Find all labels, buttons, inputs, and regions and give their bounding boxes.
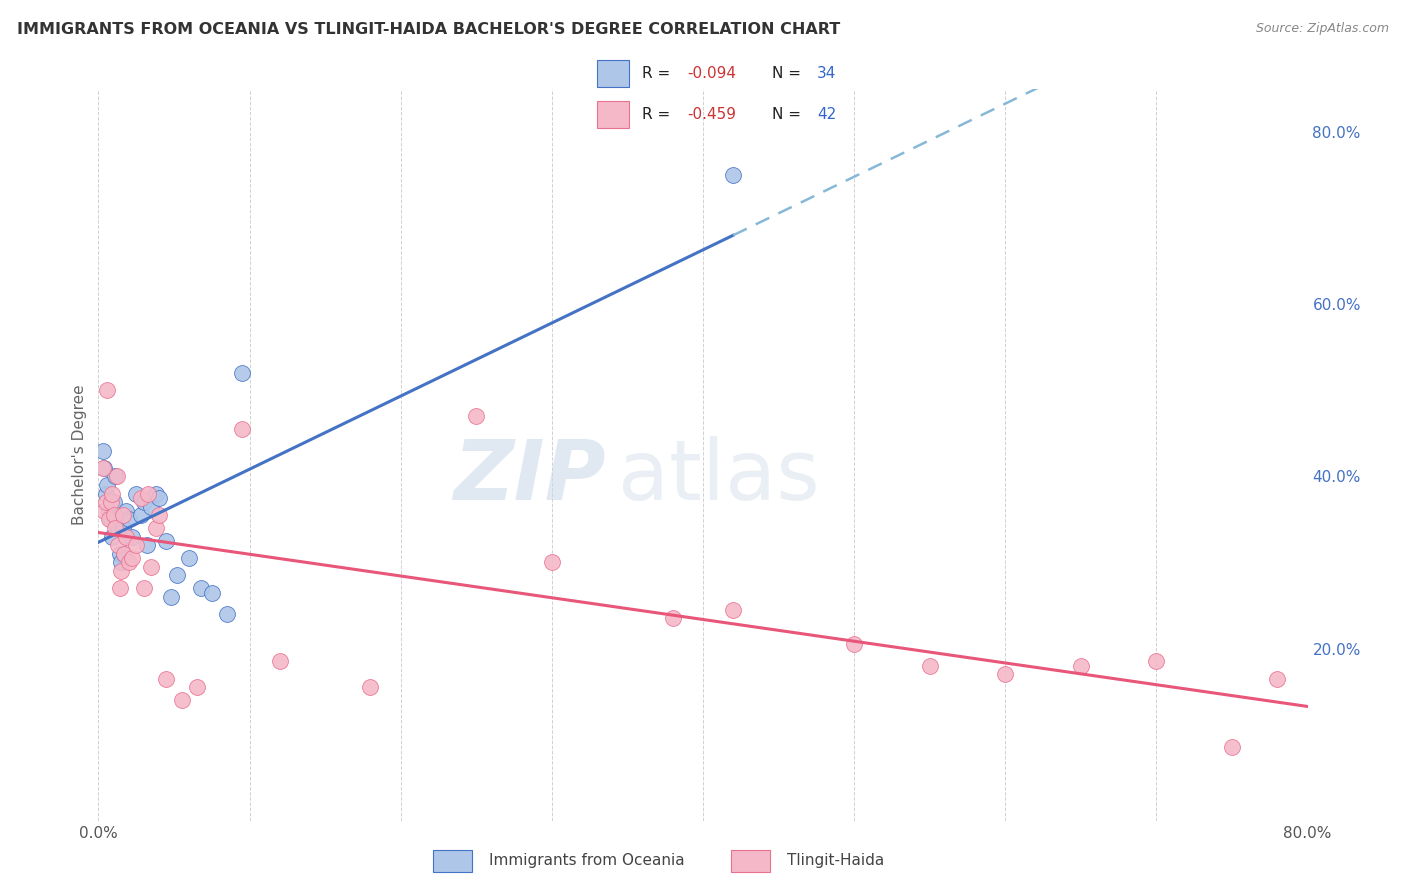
Point xyxy=(100,512,122,526)
Point xyxy=(231,366,253,380)
Point xyxy=(104,469,127,483)
Point xyxy=(360,680,382,694)
Point xyxy=(1267,672,1289,686)
Text: Source: ZipAtlas.com: Source: ZipAtlas.com xyxy=(1256,22,1389,36)
Point xyxy=(145,521,167,535)
Point xyxy=(1144,655,1167,669)
Text: ZIP: ZIP xyxy=(454,436,606,517)
Point xyxy=(93,460,115,475)
Point xyxy=(107,521,129,535)
Point xyxy=(96,384,118,398)
Point xyxy=(465,409,488,424)
Point xyxy=(103,495,125,509)
Point xyxy=(132,495,155,509)
FancyBboxPatch shape xyxy=(731,849,770,872)
Point xyxy=(105,469,128,483)
Point xyxy=(112,547,135,561)
Point xyxy=(94,495,117,509)
Point xyxy=(269,655,291,669)
Point xyxy=(186,680,208,694)
Point xyxy=(101,486,124,500)
FancyBboxPatch shape xyxy=(598,101,630,128)
Point xyxy=(918,658,941,673)
Text: Tlingit-Haida: Tlingit-Haida xyxy=(787,854,884,868)
Point xyxy=(103,508,125,523)
Text: -0.094: -0.094 xyxy=(688,66,737,80)
Point xyxy=(114,504,136,518)
Point xyxy=(98,504,121,518)
Text: Immigrants from Oceania: Immigrants from Oceania xyxy=(489,854,685,868)
Point xyxy=(160,590,183,604)
Point xyxy=(105,512,128,526)
Point xyxy=(155,672,177,686)
Point xyxy=(1220,740,1243,755)
Point xyxy=(104,521,127,535)
Point xyxy=(148,508,170,523)
Point xyxy=(101,530,124,544)
Point xyxy=(91,460,114,475)
Point xyxy=(135,538,157,552)
Point xyxy=(125,486,148,500)
Point xyxy=(148,491,170,505)
Point xyxy=(96,478,118,492)
Point xyxy=(141,559,163,574)
Point xyxy=(166,568,188,582)
FancyBboxPatch shape xyxy=(598,60,630,87)
Point xyxy=(540,556,562,570)
Point xyxy=(723,603,745,617)
Point xyxy=(215,607,238,621)
Point xyxy=(118,512,141,526)
Point xyxy=(170,693,193,707)
Point xyxy=(125,538,148,552)
Point xyxy=(94,486,117,500)
Text: -0.459: -0.459 xyxy=(688,107,737,121)
Point xyxy=(118,556,141,570)
Text: 42: 42 xyxy=(817,107,837,121)
Point xyxy=(190,582,212,596)
Point xyxy=(129,491,152,505)
Point xyxy=(111,508,134,523)
Point xyxy=(129,508,152,523)
Point xyxy=(155,533,177,548)
Point xyxy=(121,551,143,566)
Point xyxy=(141,500,163,514)
Point xyxy=(108,582,131,596)
Point xyxy=(114,530,136,544)
Text: R =: R = xyxy=(643,107,675,121)
Point xyxy=(98,512,121,526)
Point xyxy=(994,667,1017,681)
Point xyxy=(231,422,253,436)
Point xyxy=(110,556,132,570)
Point xyxy=(91,443,114,458)
Point xyxy=(201,585,224,599)
Point xyxy=(132,582,155,596)
Point xyxy=(844,637,866,651)
Text: N =: N = xyxy=(772,107,806,121)
Point xyxy=(110,564,132,578)
Point xyxy=(145,486,167,500)
Point xyxy=(179,551,201,566)
Text: R =: R = xyxy=(643,66,675,80)
Point xyxy=(661,611,683,625)
Point xyxy=(121,530,143,544)
Point xyxy=(723,168,745,182)
Text: N =: N = xyxy=(772,66,806,80)
Text: IMMIGRANTS FROM OCEANIA VS TLINGIT-HAIDA BACHELOR'S DEGREE CORRELATION CHART: IMMIGRANTS FROM OCEANIA VS TLINGIT-HAIDA… xyxy=(17,22,841,37)
Y-axis label: Bachelor's Degree: Bachelor's Degree xyxy=(72,384,87,525)
Point xyxy=(1070,658,1092,673)
Point xyxy=(107,538,129,552)
Point xyxy=(93,504,115,518)
FancyBboxPatch shape xyxy=(433,849,472,872)
Point xyxy=(112,547,135,561)
Point xyxy=(111,521,134,535)
Point xyxy=(108,547,131,561)
Text: atlas: atlas xyxy=(619,436,820,517)
Point xyxy=(136,486,159,500)
Point xyxy=(100,495,122,509)
Text: 34: 34 xyxy=(817,66,837,80)
